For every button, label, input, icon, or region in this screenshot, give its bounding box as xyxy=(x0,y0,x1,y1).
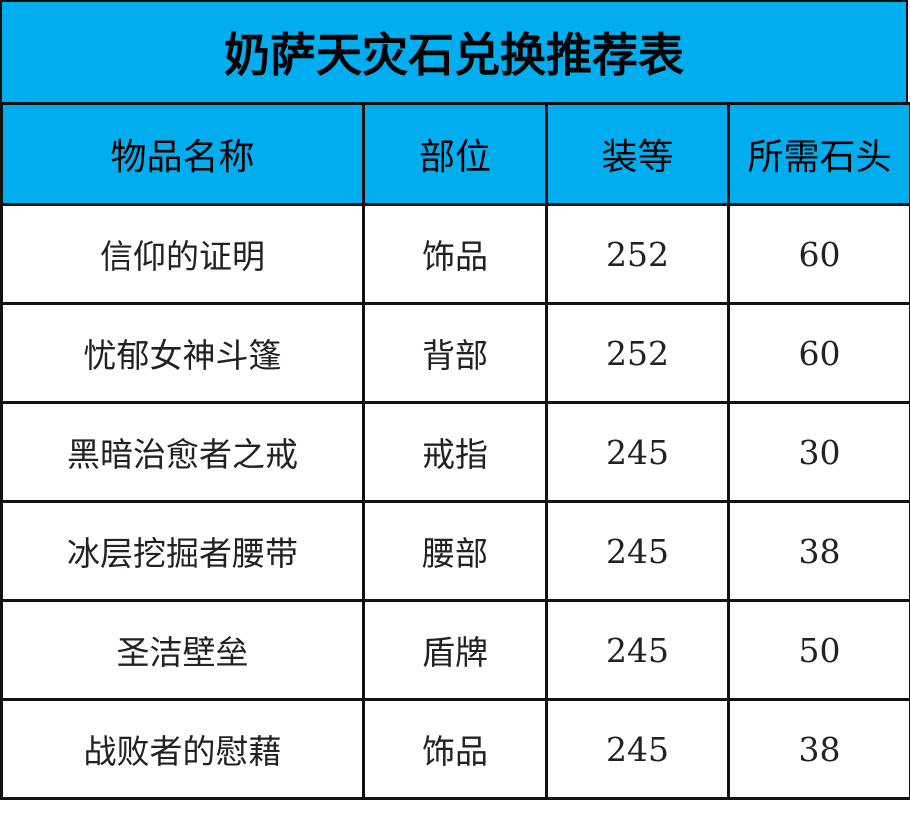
table-title: 奶萨天灾石兑换推荐表 xyxy=(0,0,908,102)
cell-item-level: 245 xyxy=(545,500,730,602)
cell-stones-required: 38 xyxy=(727,500,910,602)
recommendation-table: 物品名称 部位 装等 所需石头 信仰的证明 饰品 252 60 忧郁女神斗篷 背部 252 6… xyxy=(0,102,910,800)
cell-slot: 饰品 xyxy=(362,203,548,305)
cell-item-level: 245 xyxy=(545,401,730,503)
header-stones-required: 所需石头 xyxy=(727,102,910,206)
cell-item-level: 245 xyxy=(545,599,730,701)
cell-item-level: 252 xyxy=(545,203,730,305)
cell-item-name: 战败者的慰藉 xyxy=(0,698,365,800)
cell-item-level: 252 xyxy=(545,302,730,404)
header-slot: 部位 xyxy=(362,102,548,206)
cell-stones-required: 60 xyxy=(727,302,910,404)
cell-item-name: 圣洁壁垒 xyxy=(0,599,365,701)
table-row: 冰层挖掘者腰带 腰部 245 38 xyxy=(0,500,910,602)
cell-slot: 戒指 xyxy=(362,401,548,503)
cell-slot: 饰品 xyxy=(362,698,548,800)
cell-item-name: 信仰的证明 xyxy=(0,203,365,305)
cell-slot: 背部 xyxy=(362,302,548,404)
table-row: 圣洁壁垒 盾牌 245 50 xyxy=(0,599,910,701)
cell-item-name: 冰层挖掘者腰带 xyxy=(0,500,365,602)
table-row: 黑暗治愈者之戒 戒指 245 30 xyxy=(0,401,910,503)
cell-stones-required: 50 xyxy=(727,599,910,701)
table-row: 忧郁女神斗篷 背部 252 60 xyxy=(0,302,910,404)
header-item-level: 装等 xyxy=(545,102,730,206)
cell-slot: 腰部 xyxy=(362,500,548,602)
table-row: 信仰的证明 饰品 252 60 xyxy=(0,203,910,305)
cell-item-name: 忧郁女神斗篷 xyxy=(0,302,365,404)
cell-stones-required: 38 xyxy=(727,698,910,800)
header-row: 物品名称 部位 装等 所需石头 xyxy=(0,102,910,206)
table-row: 战败者的慰藉 饰品 245 38 xyxy=(0,698,910,800)
header-item-name: 物品名称 xyxy=(0,102,365,206)
cell-slot: 盾牌 xyxy=(362,599,548,701)
cell-item-level: 245 xyxy=(545,698,730,800)
cell-stones-required: 60 xyxy=(727,203,910,305)
cell-item-name: 黑暗治愈者之戒 xyxy=(0,401,365,503)
cell-stones-required: 30 xyxy=(727,401,910,503)
